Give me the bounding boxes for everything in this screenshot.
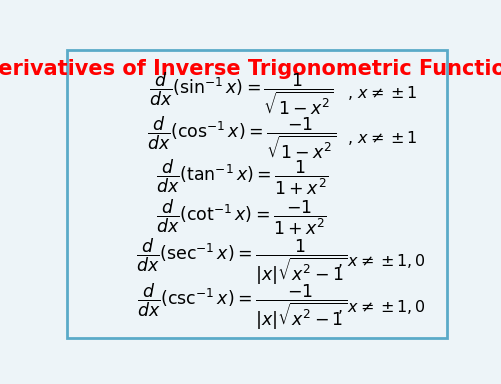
FancyBboxPatch shape [67,50,446,338]
Text: $\dfrac{d}{dx}\left(\sec^{-1} x\right) = \dfrac{1}{|x|\sqrt{x^2-1}}$: $\dfrac{d}{dx}\left(\sec^{-1} x\right) =… [136,236,347,286]
Text: $\dfrac{d}{dx}\left(\csc^{-1} x\right) = \dfrac{-1}{|x|\sqrt{x^2-1}}$: $\dfrac{d}{dx}\left(\csc^{-1} x\right) =… [136,281,346,332]
Text: $\dfrac{d}{dx}\left(\cot^{-1} x\right) = \dfrac{-1}{1+x^2}$: $\dfrac{d}{dx}\left(\cot^{-1} x\right) =… [156,198,327,237]
Text: $,\, x \neq \pm 1, 0$: $,\, x \neq \pm 1, 0$ [337,252,425,270]
Text: $,\, x \neq \pm 1$: $,\, x \neq \pm 1$ [346,129,416,147]
Text: $,\, x \neq \pm 1$: $,\, x \neq \pm 1$ [346,84,416,103]
Text: $\dfrac{d}{dx}\left(\cos^{-1} x\right) = \dfrac{-1}{\sqrt{1-x^2}}$: $\dfrac{d}{dx}\left(\cos^{-1} x\right) =… [147,114,336,161]
Text: $\dfrac{d}{dx}\left(\tan^{-1} x\right) = \dfrac{1}{1+x^2}$: $\dfrac{d}{dx}\left(\tan^{-1} x\right) =… [155,158,327,197]
Text: $,\, x \neq \pm 1, 0$: $,\, x \neq \pm 1, 0$ [337,298,425,316]
Text: Derivatives of Inverse Trigonometric Functions: Derivatives of Inverse Trigonometric Fun… [0,60,501,79]
Text: $\dfrac{d}{dx}\left(\sin^{-1} x\right) = \dfrac{1}{\sqrt{1-x^2}}$: $\dfrac{d}{dx}\left(\sin^{-1} x\right) =… [149,70,334,117]
